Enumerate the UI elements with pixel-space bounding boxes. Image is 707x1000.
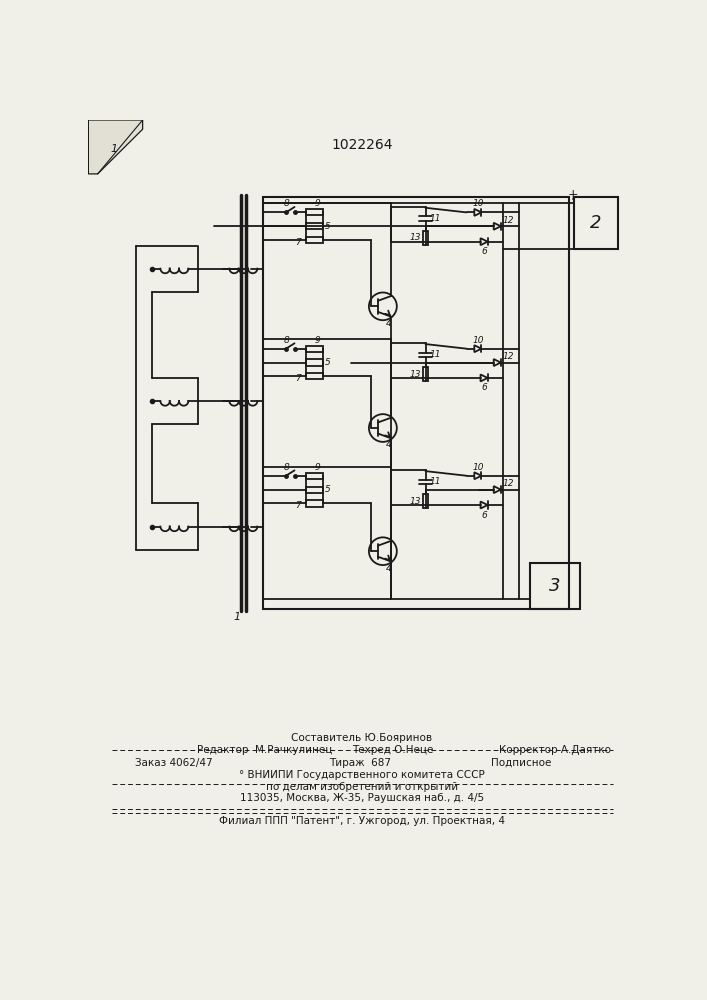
Text: 12: 12	[503, 216, 514, 225]
Text: 9: 9	[314, 463, 320, 472]
Text: 5: 5	[325, 358, 331, 367]
Text: 10: 10	[472, 336, 484, 345]
Text: 2: 2	[590, 214, 602, 232]
Bar	[530, 563, 580, 609]
Text: 4: 4	[386, 564, 392, 573]
Text: 8: 8	[284, 463, 290, 472]
Polygon shape	[88, 120, 143, 174]
Text: Редактор  М.Рачкулинец: Редактор М.Рачкулинец	[197, 745, 332, 755]
Text: 5: 5	[325, 222, 331, 231]
Bar	[306, 500, 323, 507]
Bar	[263, 197, 569, 609]
Text: 6: 6	[481, 511, 487, 520]
Text: 1: 1	[233, 612, 241, 622]
Bar	[306, 346, 323, 352]
Text: 1: 1	[110, 144, 117, 154]
Text: 12: 12	[503, 352, 514, 361]
Text: 13: 13	[409, 233, 421, 242]
Bar	[306, 223, 323, 229]
Text: 7: 7	[295, 374, 300, 383]
Text: Филиал ППП "Патент", г. Ужгород, ул. Проектная, 4: Филиал ППП "Патент", г. Ужгород, ул. Про…	[219, 816, 505, 826]
Bar	[306, 373, 323, 379]
Text: Корректор А.Даятко: Корректор А.Даятко	[499, 745, 611, 755]
Text: 8: 8	[284, 336, 290, 345]
Bar	[423, 231, 428, 245]
Text: 6: 6	[481, 383, 487, 392]
Text: 11: 11	[430, 350, 441, 359]
Text: 10: 10	[472, 199, 484, 208]
Bar	[306, 473, 323, 479]
Bar	[423, 494, 428, 508]
Text: Тираж  687: Тираж 687	[329, 758, 391, 768]
Text: 3: 3	[549, 577, 561, 595]
Text: 7: 7	[295, 501, 300, 510]
Text: +: +	[568, 188, 578, 201]
Bar	[306, 487, 323, 493]
Text: Составитель Ю.Бояринов: Составитель Ю.Бояринов	[291, 733, 433, 743]
Text: 10: 10	[472, 463, 484, 472]
Bar	[423, 367, 428, 381]
Text: 4: 4	[386, 440, 392, 449]
Text: 13: 13	[409, 370, 421, 379]
Text: 5: 5	[325, 485, 331, 494]
Bar	[306, 237, 323, 243]
Text: 13: 13	[409, 497, 421, 506]
Text: 12: 12	[503, 479, 514, 488]
Text: 9: 9	[314, 199, 320, 208]
Text: ° ВНИИПИ Государственного комитета СССР: ° ВНИИПИ Государственного комитета СССР	[239, 770, 485, 780]
Bar	[573, 197, 619, 249]
Text: 9: 9	[314, 336, 320, 345]
Text: 113035, Москва, Ж-35, Раушская наб., д. 4/5: 113035, Москва, Ж-35, Раушская наб., д. …	[240, 793, 484, 803]
Text: 11: 11	[430, 214, 441, 223]
Bar	[306, 359, 323, 366]
Text: 8: 8	[284, 199, 290, 208]
Text: по делам изобретений и открытий: по делам изобретений и открытий	[266, 782, 458, 792]
Text: 6: 6	[481, 247, 487, 256]
Text: 7: 7	[295, 238, 300, 247]
Text: 11: 11	[430, 477, 441, 486]
Bar	[306, 209, 323, 215]
Text: Техред О.Неце: Техред О.Неце	[352, 745, 433, 755]
Text: Заказ 4062/47: Заказ 4062/47	[135, 758, 213, 768]
Text: 4: 4	[386, 319, 392, 328]
Text: Подписное: Подписное	[491, 758, 551, 768]
Text: 1022264: 1022264	[331, 138, 392, 152]
